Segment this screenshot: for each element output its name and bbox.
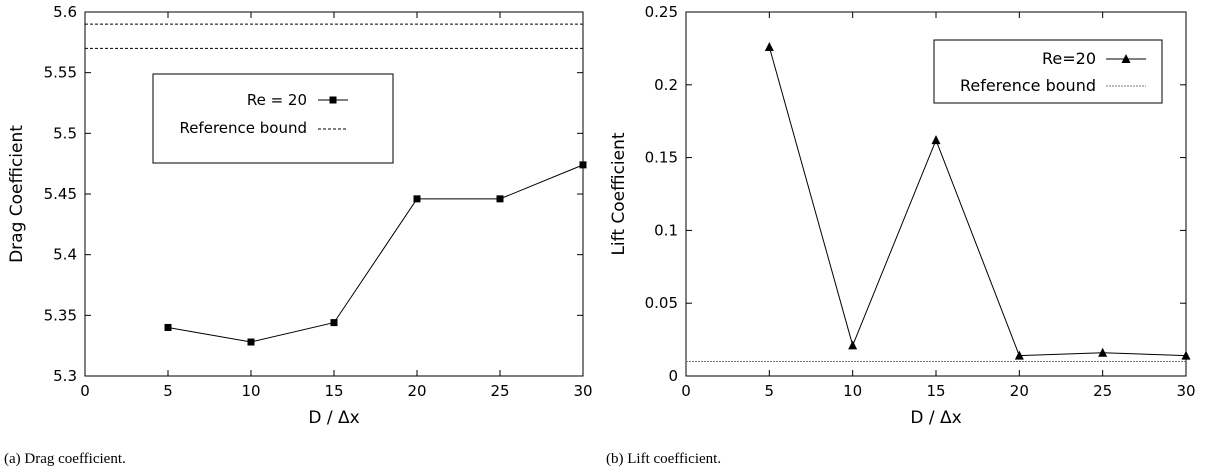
series-line [768,46,1187,357]
x-tick-label: 30 [573,382,592,400]
x-tick-label: 25 [1093,382,1112,400]
legend-entry-reference: Reference bound [960,76,1096,95]
legend: Re = 20 Reference bound [152,73,394,164]
x-tick-label: 5 [765,382,775,400]
y-axis-title: Drag Coefficient [7,125,27,263]
panel-caption: (a) Drag coefficient. [4,451,126,467]
data-point [496,195,504,203]
y-tick-label: 0.2 [654,76,678,94]
y-axis-title: Lift Coefficient [609,132,629,255]
data-point [764,41,774,51]
x-tick-label: 5 [163,382,173,400]
drag-series [164,161,587,346]
x-tick-label: 20 [407,382,426,400]
legend-box [933,39,1163,104]
y-tick-label: 0.25 [645,3,678,21]
x-tick-label: 20 [1010,382,1029,400]
panel-caption: (b) Lift coefficient. [606,451,721,467]
legend-box [152,73,394,164]
x-tick-label: 15 [926,382,945,400]
legend-entry-reference: Reference bound [179,119,307,137]
y-tick-label: 5.6 [53,3,77,21]
data-point [413,195,421,203]
data-point [848,340,858,350]
data-point [1098,347,1108,357]
legend-entry-series: Re = 20 [247,91,307,109]
y-tick-label: 0.15 [645,149,678,167]
x-tick-label: 30 [1176,382,1195,400]
x-tick-label: 0 [80,382,90,400]
y-tick-label: 5.35 [44,306,77,324]
y-tick-label: 0.05 [645,294,678,312]
data-point [579,161,587,169]
series-line [167,164,584,343]
data-point [1181,350,1191,360]
y-tick-label: 5.4 [53,246,77,264]
x-tick-label: 10 [843,382,862,400]
reference-bound-lines [85,23,583,49]
y-tick-label: 0.1 [654,221,678,239]
y-tick-label: 5.3 [53,367,77,385]
x-tick-label: 25 [490,382,509,400]
legend: Re=20 Reference bound [933,39,1163,104]
data-point [931,135,941,145]
axis-ticks: 0 5 10 15 20 25 30 0 0.05 0.1 0.15 0.2 0.25 [645,3,1196,400]
y-tick-label: 5.5 [53,124,77,142]
data-point [1014,350,1024,360]
drag-coefficient-panel: 0 5 10 15 20 25 30 5.3 5.35 5.4 5.45 5.5 5.55 5.6 Dra… [4,3,593,467]
y-tick-label: 5.55 [44,64,77,82]
x-tick-label: 15 [324,382,343,400]
y-tick-label: 5.45 [44,185,77,203]
legend-series-marker [329,96,337,104]
x-axis-title: D / Δx [308,408,359,428]
axis-ticks: 0 5 10 15 20 25 30 5.3 5.35 5.4 5.45 5.5 5.55 5.6 [44,3,593,400]
lift-coefficient-panel: 0 5 10 15 20 25 30 0 0.05 0.1 0.15 0.2 0.25 Lift Coe… [606,3,1196,467]
legend-series-marker [1121,54,1131,63]
y-tick-label: 0 [668,367,678,385]
x-axis-title: D / Δx [910,408,961,428]
legend-entry-series: Re=20 [1042,49,1096,68]
lift-series [764,41,1191,360]
data-point [330,319,338,327]
x-tick-label: 10 [241,382,260,400]
data-point [247,338,255,346]
data-point [164,323,172,331]
x-tick-label: 0 [681,382,691,400]
